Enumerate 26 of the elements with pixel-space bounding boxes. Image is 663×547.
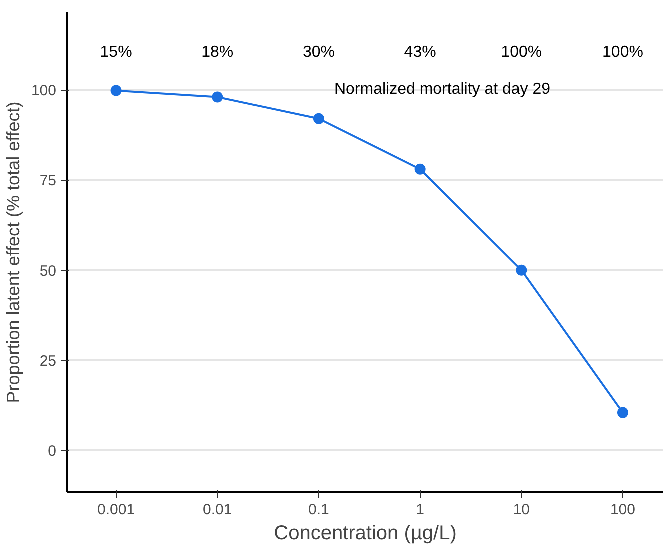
y-tick-label: 100 bbox=[31, 82, 57, 100]
point bbox=[414, 164, 426, 175]
point bbox=[212, 92, 224, 103]
annotation: 100% bbox=[501, 44, 542, 61]
point bbox=[516, 264, 528, 276]
y-axis-title: Proportion latent effect (% total effect) bbox=[3, 102, 24, 404]
annotation: 100% bbox=[602, 44, 644, 61]
x-tick-label: 1 bbox=[416, 502, 424, 518]
annotation: Normalized mortality at day 29 bbox=[334, 80, 551, 98]
annotation: 18% bbox=[202, 44, 234, 61]
point bbox=[313, 113, 324, 124]
x-tick-label: 10 bbox=[513, 502, 530, 518]
annotation: 30% bbox=[302, 44, 335, 61]
y-tick-label: 75 bbox=[40, 172, 57, 190]
x-axis-title: Concentration (µg/L) bbox=[274, 522, 457, 544]
x-tick-label: 0.01 bbox=[203, 502, 232, 518]
x-tick-label: 0.1 bbox=[308, 502, 330, 518]
annotation: 15% bbox=[100, 44, 132, 61]
x-tick-label: 100 bbox=[610, 502, 636, 518]
x-tick-label: 0.001 bbox=[98, 502, 136, 518]
y-tick-label: 50 bbox=[40, 262, 57, 280]
point bbox=[110, 85, 122, 96]
y-tick-label: 0 bbox=[48, 443, 56, 460]
point bbox=[617, 407, 628, 418]
annotation: 43% bbox=[404, 44, 436, 61]
y-tick-label: 25 bbox=[40, 353, 57, 370]
